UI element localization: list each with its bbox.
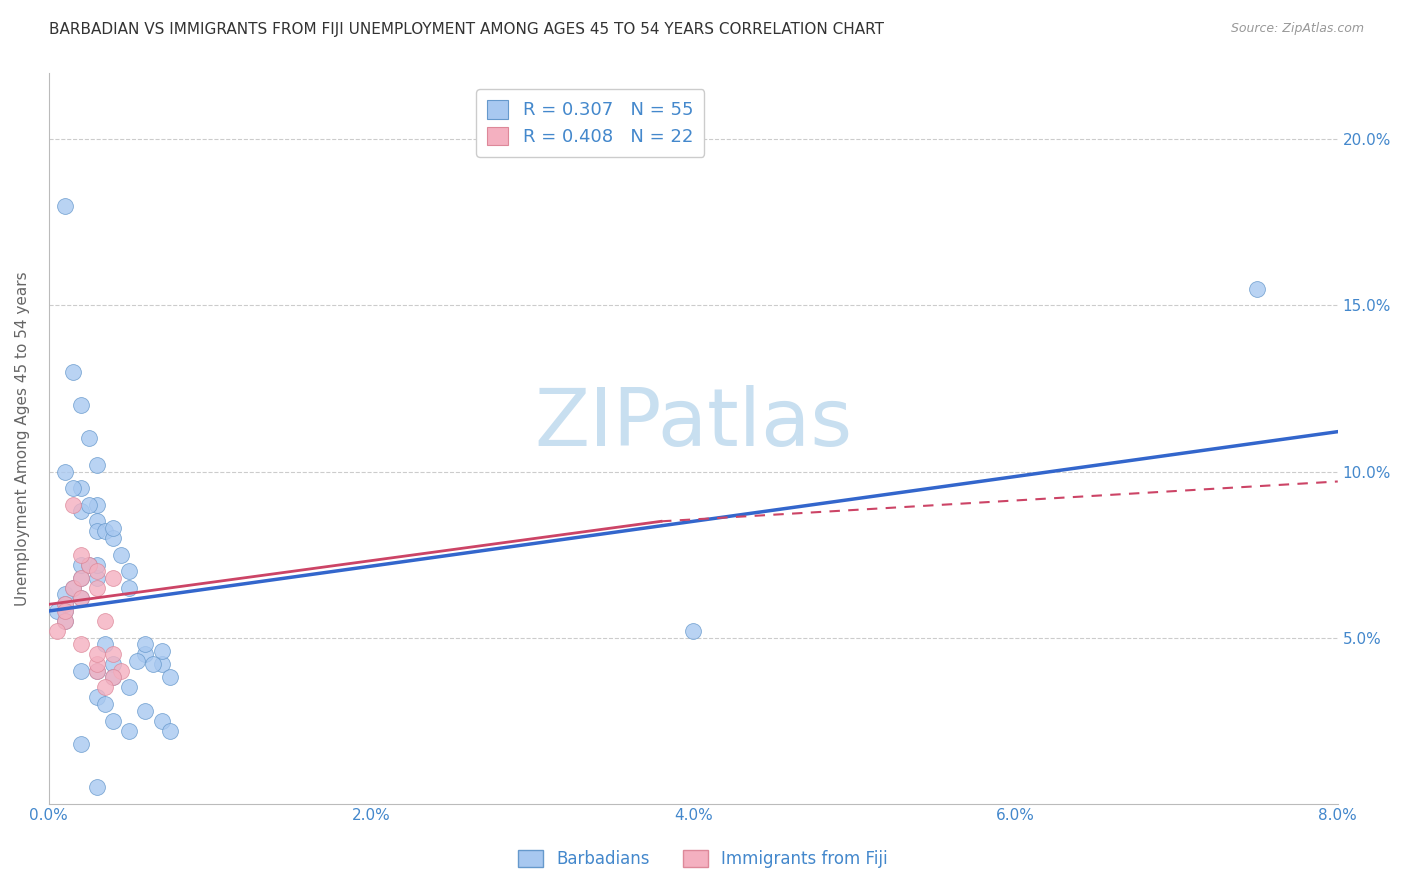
- Point: [53, 604, 76, 618]
- Point: [70, 481, 93, 495]
- Point: [110, 664, 132, 678]
- Point: [70, 398, 93, 412]
- Point: [70, 664, 93, 678]
- Point: [134, 647, 156, 661]
- Point: [45, 624, 67, 638]
- Legend: Barbadians, Immigrants from Fiji: Barbadians, Immigrants from Fiji: [512, 843, 894, 875]
- Point: [86, 458, 108, 472]
- Point: [62, 581, 84, 595]
- Point: [94, 614, 117, 628]
- Point: [86, 514, 108, 528]
- Point: [53, 587, 76, 601]
- Point: [86, 564, 108, 578]
- Point: [94, 524, 117, 539]
- Point: [86, 558, 108, 572]
- Point: [86, 657, 108, 672]
- Point: [62, 365, 84, 379]
- Point: [77, 558, 100, 572]
- Point: [86, 664, 108, 678]
- Point: [1246, 282, 1268, 296]
- Point: [134, 704, 156, 718]
- Point: [70, 591, 93, 605]
- Point: [53, 598, 76, 612]
- Point: [159, 723, 181, 738]
- Point: [118, 723, 141, 738]
- Point: [86, 524, 108, 539]
- Point: [159, 670, 181, 684]
- Point: [118, 581, 141, 595]
- Point: [103, 647, 125, 661]
- Point: [94, 697, 117, 711]
- Point: [110, 548, 132, 562]
- Point: [103, 714, 125, 728]
- Point: [45, 604, 67, 618]
- Point: [118, 681, 141, 695]
- Point: [94, 681, 117, 695]
- Point: [86, 498, 108, 512]
- Point: [53, 614, 76, 628]
- Text: Source: ZipAtlas.com: Source: ZipAtlas.com: [1230, 22, 1364, 36]
- Point: [70, 591, 93, 605]
- Point: [150, 714, 173, 728]
- Point: [142, 657, 165, 672]
- Point: [94, 637, 117, 651]
- Point: [70, 558, 93, 572]
- Point: [150, 644, 173, 658]
- Point: [62, 581, 84, 595]
- Point: [103, 571, 125, 585]
- Point: [103, 670, 125, 684]
- Point: [118, 564, 141, 578]
- Point: [70, 637, 93, 651]
- Point: [103, 531, 125, 545]
- Point: [70, 571, 93, 585]
- Point: [127, 654, 149, 668]
- Point: [70, 504, 93, 518]
- Point: [53, 598, 76, 612]
- Point: [86, 571, 108, 585]
- Point: [86, 647, 108, 661]
- Point: [77, 558, 100, 572]
- Point: [62, 481, 84, 495]
- Point: [86, 690, 108, 705]
- Point: [77, 498, 100, 512]
- Point: [53, 614, 76, 628]
- Point: [682, 624, 704, 638]
- Point: [53, 604, 76, 618]
- Point: [53, 465, 76, 479]
- Point: [103, 670, 125, 684]
- Point: [86, 664, 108, 678]
- Point: [103, 521, 125, 535]
- Point: [103, 657, 125, 672]
- Point: [70, 737, 93, 751]
- Text: BARBADIAN VS IMMIGRANTS FROM FIJI UNEMPLOYMENT AMONG AGES 45 TO 54 YEARS CORRELA: BARBADIAN VS IMMIGRANTS FROM FIJI UNEMPL…: [49, 22, 884, 37]
- Text: ZIPatlas: ZIPatlas: [534, 384, 852, 463]
- Point: [70, 548, 93, 562]
- Point: [53, 199, 76, 213]
- Point: [70, 571, 93, 585]
- Legend: R = 0.307   N = 55, R = 0.408   N = 22: R = 0.307 N = 55, R = 0.408 N = 22: [477, 89, 704, 157]
- Point: [150, 657, 173, 672]
- Point: [86, 581, 108, 595]
- Y-axis label: Unemployment Among Ages 45 to 54 years: Unemployment Among Ages 45 to 54 years: [15, 271, 30, 606]
- Point: [62, 498, 84, 512]
- Point: [77, 431, 100, 445]
- Point: [134, 637, 156, 651]
- Point: [86, 780, 108, 794]
